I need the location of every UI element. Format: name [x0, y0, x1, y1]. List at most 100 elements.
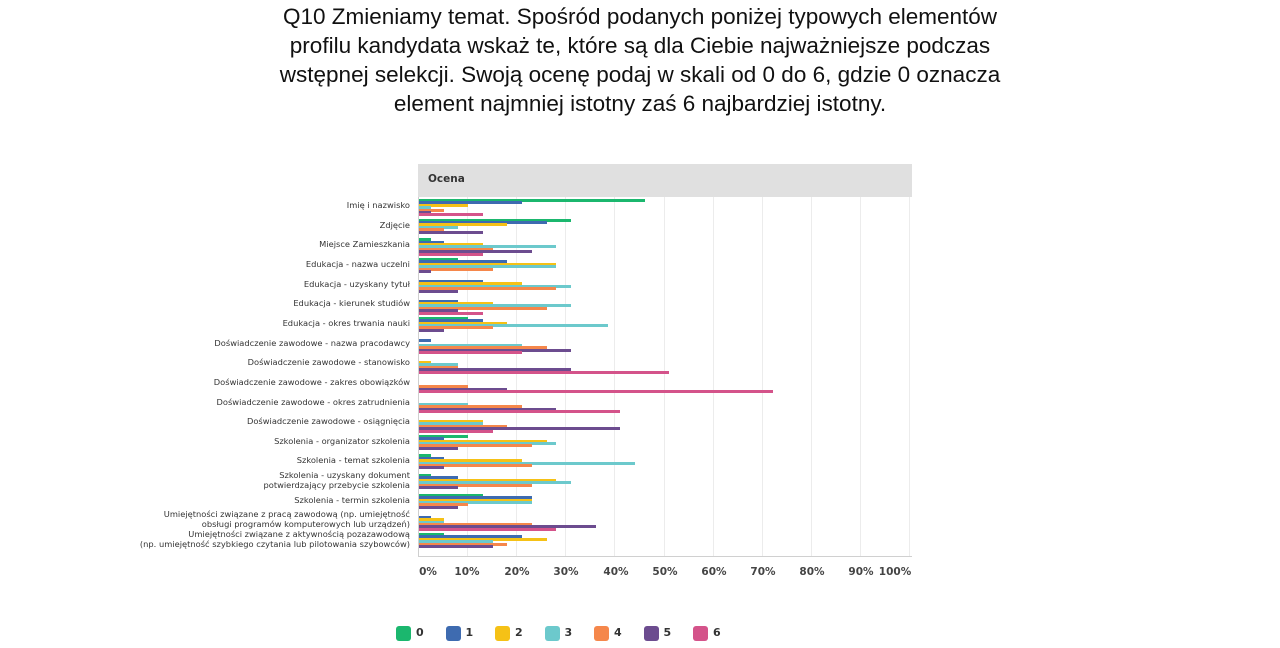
bar-series-4[interactable]	[419, 405, 523, 409]
bar-series-3[interactable]	[419, 540, 493, 544]
bar-series-3[interactable]	[419, 461, 636, 465]
bar-series-1[interactable]	[419, 437, 444, 441]
bar-series-1[interactable]	[419, 338, 432, 342]
bar-series-5[interactable]	[419, 348, 572, 352]
bar-series-3[interactable]	[419, 206, 432, 210]
bar-series-4[interactable]	[419, 208, 444, 212]
bar-series-3[interactable]	[419, 284, 572, 288]
bar-series-3[interactable]	[419, 441, 557, 445]
bar-series-2[interactable]	[419, 498, 532, 502]
bar-series-4[interactable]	[419, 287, 557, 291]
bar-series-1[interactable]	[419, 456, 444, 460]
bar-series-1[interactable]	[419, 299, 459, 303]
bar-series-1[interactable]	[419, 515, 432, 519]
bar-series-3[interactable]	[419, 304, 572, 308]
bar-series-1[interactable]	[419, 279, 483, 283]
bar-series-5[interactable]	[419, 427, 621, 431]
bar-series-1[interactable]	[419, 496, 532, 500]
bar-series-5[interactable]	[419, 211, 432, 214]
bar-series-1[interactable]	[419, 240, 444, 244]
bar-series-4[interactable]	[419, 444, 532, 448]
bar-series-1[interactable]	[419, 221, 547, 225]
bar-series-3[interactable]	[419, 343, 523, 347]
bar-series-2[interactable]	[419, 537, 547, 541]
bar-series-4[interactable]	[419, 247, 493, 251]
bar-series-6[interactable]	[419, 429, 493, 433]
bar-series-4[interactable]	[419, 365, 459, 369]
bar-series-1[interactable]	[419, 535, 523, 539]
bar-series-4[interactable]	[419, 346, 547, 350]
bar-series-6[interactable]	[419, 370, 670, 374]
bar-series-4[interactable]	[419, 522, 532, 526]
bar-series-5[interactable]	[419, 230, 483, 234]
bar-series-0[interactable]	[419, 474, 432, 478]
bar-series-1[interactable]	[419, 260, 508, 264]
bar-series-2[interactable]	[419, 203, 469, 207]
bar-series-5[interactable]	[419, 289, 459, 293]
bar-series-2[interactable]	[419, 302, 493, 306]
bar-series-5[interactable]	[419, 250, 532, 254]
bar-series-0[interactable]	[419, 434, 469, 438]
bar-series-6[interactable]	[419, 350, 523, 354]
bar-series-5[interactable]	[419, 466, 444, 470]
bar-series-3[interactable]	[419, 481, 572, 485]
bar-series-3[interactable]	[419, 422, 483, 426]
bar-series-4[interactable]	[419, 385, 469, 389]
bar-series-6[interactable]	[419, 252, 483, 256]
bar-series-5[interactable]	[419, 368, 572, 372]
bar-series-3[interactable]	[419, 324, 609, 328]
bar-series-6[interactable]	[419, 409, 621, 413]
bar-series-0[interactable]	[419, 493, 483, 497]
bar-series-2[interactable]	[419, 439, 547, 443]
bar-series-4[interactable]	[419, 306, 547, 310]
bar-series-3[interactable]	[419, 265, 557, 269]
bar-series-5[interactable]	[419, 545, 493, 549]
bar-series-2[interactable]	[419, 262, 557, 266]
bar-series-0[interactable]	[419, 218, 572, 222]
bar-series-4[interactable]	[419, 228, 444, 232]
legend-item-4[interactable]: 4	[594, 624, 674, 642]
bar-series-5[interactable]	[419, 328, 444, 332]
bar-series-0[interactable]	[419, 257, 459, 261]
bar-series-3[interactable]	[419, 363, 459, 367]
bar-series-0[interactable]	[419, 316, 469, 320]
bar-series-6[interactable]	[419, 390, 773, 394]
bar-series-0[interactable]	[419, 533, 444, 537]
bar-series-6[interactable]	[419, 213, 483, 217]
bar-series-3[interactable]	[419, 225, 459, 229]
bar-series-2[interactable]	[419, 419, 483, 423]
bar-series-0[interactable]	[419, 454, 432, 458]
bar-series-5[interactable]	[419, 486, 459, 490]
legend-item-0[interactable]: 0	[396, 624, 476, 642]
bar-series-0[interactable]	[419, 199, 645, 202]
bar-series-4[interactable]	[419, 542, 508, 546]
bar-series-3[interactable]	[419, 520, 444, 524]
bar-series-2[interactable]	[419, 223, 508, 227]
bar-series-3[interactable]	[419, 500, 532, 504]
bar-series-5[interactable]	[419, 525, 596, 529]
bar-series-4[interactable]	[419, 503, 469, 507]
bar-series-5[interactable]	[419, 309, 459, 313]
legend-item-5[interactable]: 5	[643, 624, 724, 642]
bar-series-4[interactable]	[419, 267, 493, 271]
bar-series-3[interactable]	[419, 245, 557, 249]
bar-series-0[interactable]	[419, 238, 432, 242]
legend-item-6[interactable]: 6	[693, 624, 773, 642]
bar-series-4[interactable]	[419, 483, 532, 487]
bar-series-2[interactable]	[419, 360, 432, 364]
bar-series-1[interactable]	[419, 201, 523, 205]
bar-series-5[interactable]	[419, 505, 459, 509]
bar-series-1[interactable]	[419, 476, 459, 480]
bar-series-5[interactable]	[419, 446, 459, 450]
bar-series-4[interactable]	[419, 326, 493, 330]
bar-series-6[interactable]	[419, 527, 557, 531]
bar-series-2[interactable]	[419, 243, 483, 247]
bar-series-2[interactable]	[419, 478, 557, 482]
legend-item-1[interactable]: 1	[445, 624, 526, 642]
bar-series-2[interactable]	[419, 321, 508, 325]
bar-series-5[interactable]	[419, 269, 432, 273]
bar-series-4[interactable]	[419, 424, 508, 428]
bar-series-5[interactable]	[419, 387, 508, 391]
bar-series-1[interactable]	[419, 319, 483, 323]
bar-series-3[interactable]	[419, 402, 469, 406]
